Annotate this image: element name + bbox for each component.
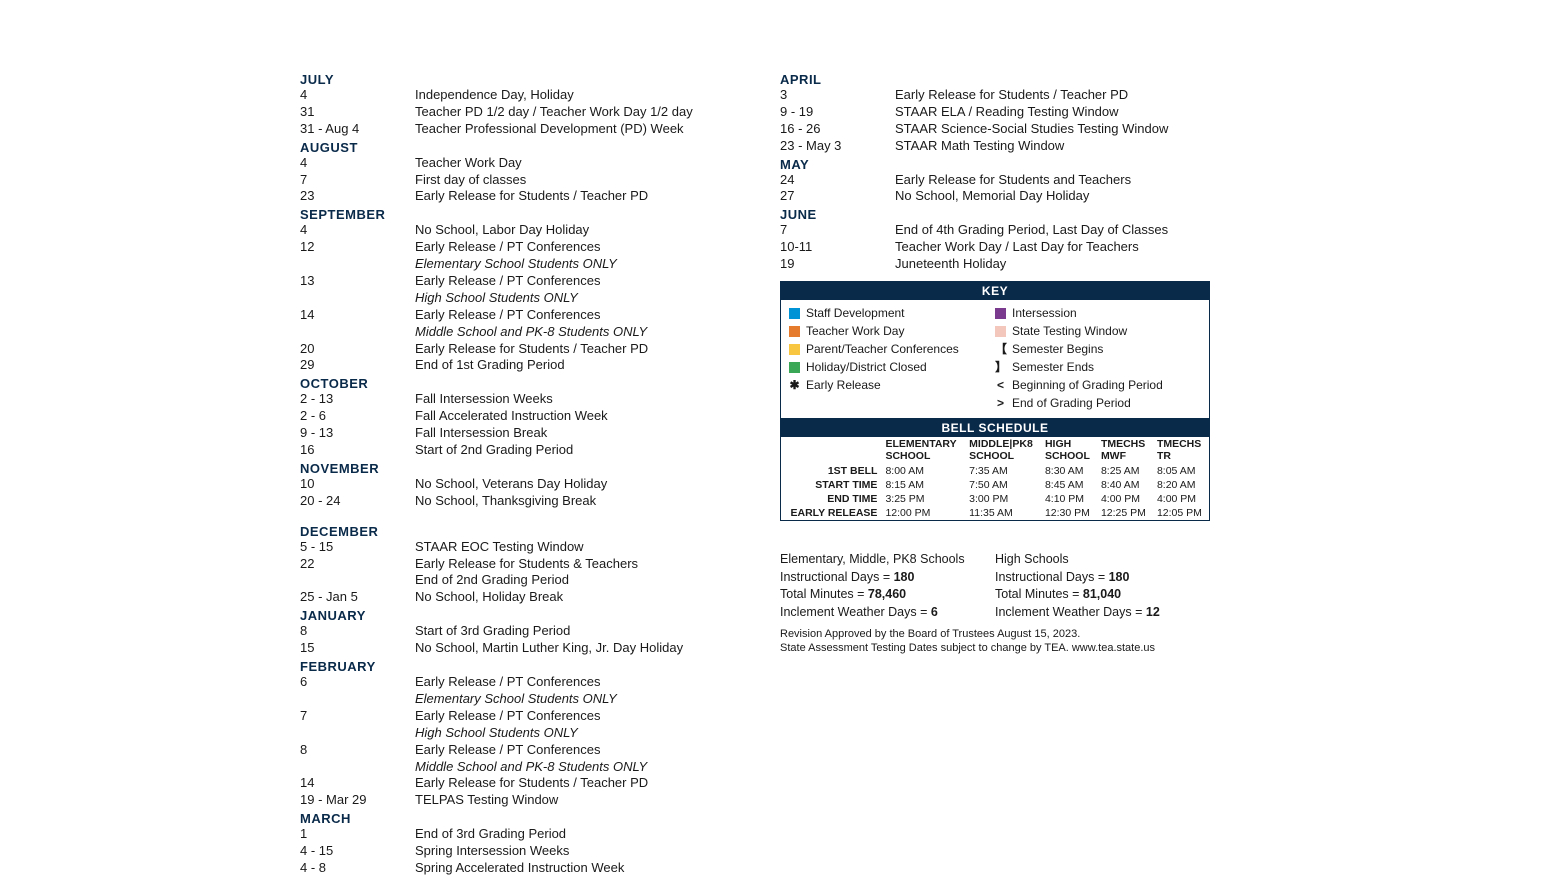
month-header: SEPTEMBER [300, 207, 740, 222]
calendar-entry: 23 - May 3STAAR Math Testing Window [780, 138, 1210, 155]
calendar-entry: 31 - Aug 4Teacher Professional Developme… [300, 121, 740, 138]
key-symbol: 】 [995, 358, 1006, 376]
key-title: KEY [781, 282, 1209, 300]
stats-right-title: High Schools [995, 551, 1210, 569]
calendar-entry: 24Early Release for Students and Teacher… [780, 172, 1210, 189]
key-symbol: < [995, 376, 1006, 394]
calendar-entry: High School Students ONLY [300, 290, 740, 307]
calendar-entry: 2 - 13Fall Intersession Weeks [300, 391, 740, 408]
calendar-entry: 7End of 4th Grading Period, Last Day of … [780, 222, 1210, 239]
key-item: 【Semester Begins [995, 340, 1201, 358]
calendar-entry: High School Students ONLY [300, 725, 740, 742]
key-item: Intersession [995, 304, 1201, 322]
key-item: State Testing Window [995, 322, 1201, 340]
calendar-entry: 7Early Release / PT Conferences [300, 708, 740, 725]
calendar-entry: 4Teacher Work Day [300, 155, 740, 172]
calendar-entry: Elementary School Students ONLY [300, 256, 740, 273]
calendar-entry: Elementary School Students ONLY [300, 691, 740, 708]
calendar-entry: 15No School, Martin Luther King, Jr. Day… [300, 640, 740, 657]
month-header: FEBRUARY [300, 659, 740, 674]
bell-row: START TIME8:15 AM7:50 AM8:45 AM8:40 AM8:… [781, 478, 1209, 492]
key-item: Staff Development [789, 304, 995, 322]
stats-block: Elementary, Middle, PK8 Schools Instruct… [780, 551, 1210, 621]
calendar-right-column: APRIL3Early Release for Students / Teach… [780, 70, 1210, 877]
bell-row: END TIME3:25 PM3:00 PM4:10 PM4:00 PM4:00… [781, 492, 1209, 506]
calendar-entry: 3Early Release for Students / Teacher PD [780, 87, 1210, 104]
key-item: ✱Early Release [789, 376, 995, 394]
key-symbol: ✱ [789, 376, 800, 394]
calendar-entry: 23Early Release for Students / Teacher P… [300, 188, 740, 205]
calendar-entry: 20 - 24No School, Thanksgiving Break [300, 493, 740, 510]
calendar-entry: 22Early Release for Students & Teachers [300, 556, 740, 573]
calendar-entry: 7First day of classes [300, 172, 740, 189]
calendar-entry: 31Teacher PD 1/2 day / Teacher Work Day … [300, 104, 740, 121]
calendar-entry: 5 - 15STAAR EOC Testing Window [300, 539, 740, 556]
calendar-entry: 13Early Release / PT Conferences [300, 273, 740, 290]
key-swatch [789, 362, 800, 373]
calendar-entry: 14Early Release for Students / Teacher P… [300, 775, 740, 792]
calendar-entry: 6Early Release / PT Conferences [300, 674, 740, 691]
month-header: JULY [300, 72, 740, 87]
calendar-entry: Middle School and PK-8 Students ONLY [300, 324, 740, 341]
calendar-entry: 4 - 15Spring Intersession Weeks [300, 843, 740, 860]
month-header: DECEMBER [300, 524, 740, 539]
calendar-entry: 4 - 8Spring Accelerated Instruction Week [300, 860, 740, 877]
bell-title: BELL SCHEDULE [781, 419, 1209, 437]
key-swatch [995, 308, 1006, 319]
key-item: >End of Grading Period [995, 394, 1201, 412]
calendar-entry: 19Juneteenth Holiday [780, 256, 1210, 273]
bell-schedule-box: BELL SCHEDULE ELEMENTARYSCHOOLMIDDLE|PK8… [780, 419, 1210, 521]
bell-row: 1ST BELL8:00 AM7:35 AM8:30 AM8:25 AM8:05… [781, 464, 1209, 478]
calendar-entry: 8Early Release / PT Conferences [300, 742, 740, 759]
key-box: KEY Staff DevelopmentTeacher Work DayPar… [780, 281, 1210, 419]
calendar-entry: 25 - Jan 5No School, Holiday Break [300, 589, 740, 606]
calendar-entry: End of 2nd Grading Period [300, 572, 740, 589]
bell-row: EARLY RELEASE12:00 PM11:35 AM12:30 PM12:… [781, 506, 1209, 520]
calendar-entry: 4No School, Labor Day Holiday [300, 222, 740, 239]
calendar-left-column: JULY4Independence Day, Holiday31Teacher … [300, 70, 740, 877]
month-header: OCTOBER [300, 376, 740, 391]
month-header: AUGUST [300, 140, 740, 155]
month-header: MAY [780, 157, 1210, 172]
calendar-entry: 9 - 13Fall Intersession Break [300, 425, 740, 442]
calendar-entry: Middle School and PK-8 Students ONLY [300, 759, 740, 776]
stats-left-title: Elementary, Middle, PK8 Schools [780, 551, 995, 569]
key-swatch [995, 326, 1006, 337]
calendar-entry: 1End of 3rd Grading Period [300, 826, 740, 843]
key-swatch [789, 326, 800, 337]
calendar-entry: 2 - 6Fall Accelerated Instruction Week [300, 408, 740, 425]
calendar-entry: 27No School, Memorial Day Holiday [780, 188, 1210, 205]
key-symbol: 【 [995, 340, 1006, 358]
bell-schedule-table: ELEMENTARYSCHOOLMIDDLE|PK8SCHOOLHIGHSCHO… [781, 437, 1209, 520]
month-header: MARCH [300, 811, 740, 826]
key-item: Holiday/District Closed [789, 358, 995, 376]
key-item: Parent/Teacher Conferences [789, 340, 995, 358]
calendar-entry: 29End of 1st Grading Period [300, 357, 740, 374]
calendar-entry: 14Early Release / PT Conferences [300, 307, 740, 324]
calendar-entry: 19 - Mar 29TELPAS Testing Window [300, 792, 740, 809]
month-header: JUNE [780, 207, 1210, 222]
month-header: JANUARY [300, 608, 740, 623]
calendar-entry: 8Start of 3rd Grading Period [300, 623, 740, 640]
key-swatch [789, 344, 800, 355]
footnote-1: Revision Approved by the Board of Truste… [780, 627, 1210, 641]
calendar-entry: 20Early Release for Students / Teacher P… [300, 341, 740, 358]
calendar-entry: 4Independence Day, Holiday [300, 87, 740, 104]
key-item: <Beginning of Grading Period [995, 376, 1201, 394]
calendar-entry: 10-11Teacher Work Day / Last Day for Tea… [780, 239, 1210, 256]
key-item: Teacher Work Day [789, 322, 995, 340]
key-item: 】Semester Ends [995, 358, 1201, 376]
calendar-entry: 16Start of 2nd Grading Period [300, 442, 740, 459]
calendar-entry: 9 - 19STAAR ELA / Reading Testing Window [780, 104, 1210, 121]
calendar-entry: 12Early Release / PT Conferences [300, 239, 740, 256]
calendar-entry: 10No School, Veterans Day Holiday [300, 476, 740, 493]
key-swatch [789, 308, 800, 319]
calendar-entry: 16 - 26STAAR Science-Social Studies Test… [780, 121, 1210, 138]
key-symbol: > [995, 394, 1006, 412]
month-header: NOVEMBER [300, 461, 740, 476]
month-header: APRIL [780, 72, 1210, 87]
footnote-2: State Assessment Testing Dates subject t… [780, 641, 1210, 655]
